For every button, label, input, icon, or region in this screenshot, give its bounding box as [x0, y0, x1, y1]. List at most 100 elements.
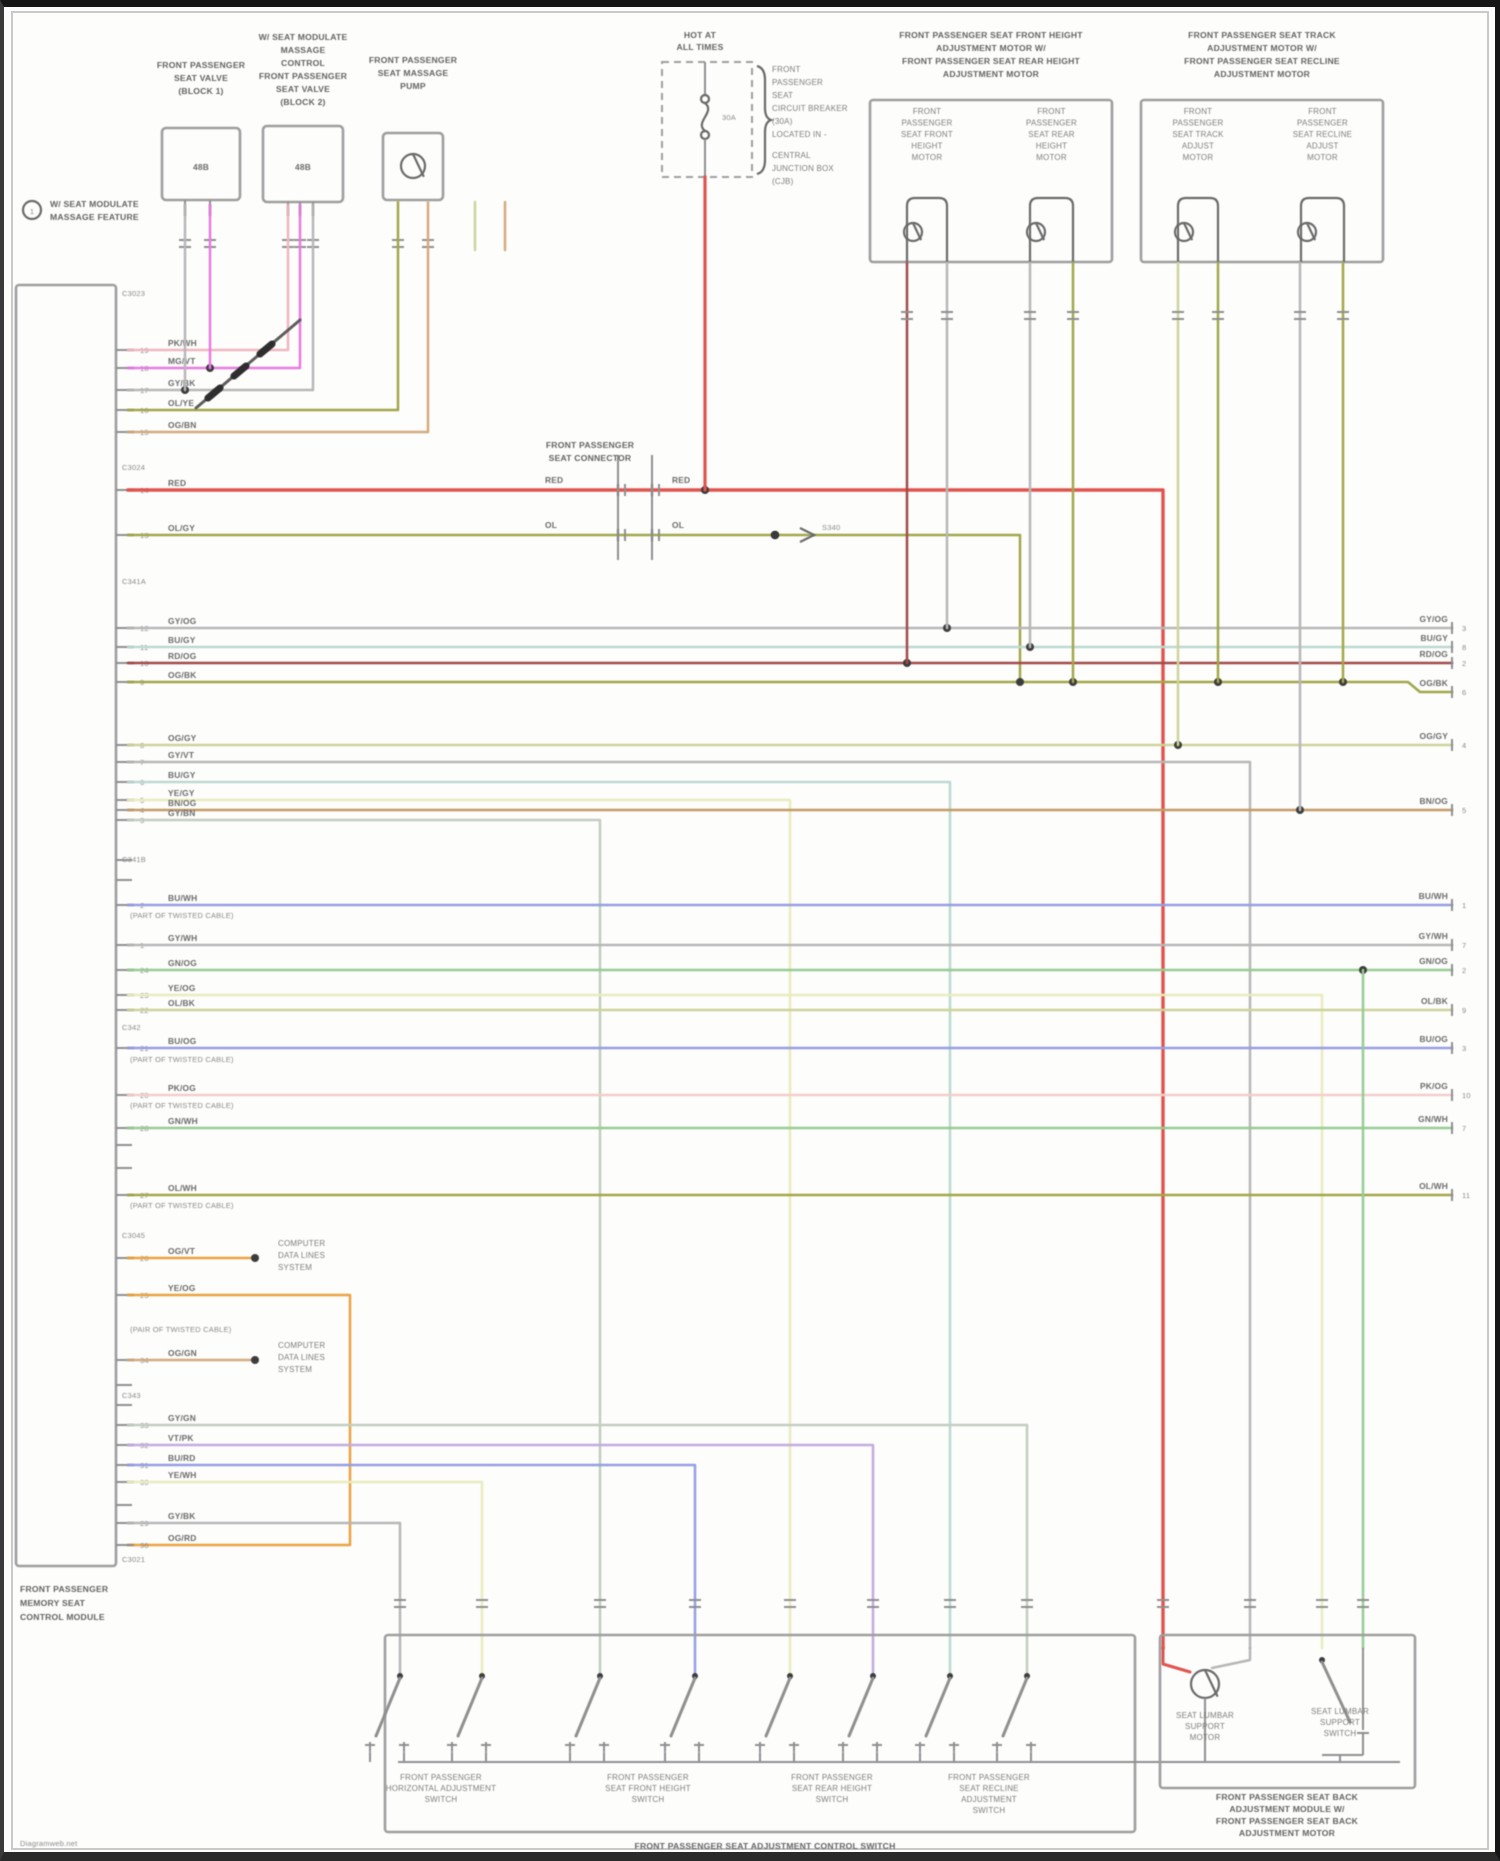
wire-code-label: YE/OG [168, 983, 196, 993]
fuse-terminal [699, 129, 711, 141]
valve-block2-code: 48B [295, 162, 311, 172]
motor-assembly-2-caption: SEAT RECLINE [1293, 130, 1352, 139]
switch-group-label: FRONT PASSENGER [948, 1773, 1030, 1782]
wire-code-label: MG/VT [168, 356, 196, 366]
connector-code: C3045 [122, 1231, 145, 1240]
switch-group-label: FRONT PASSENGER [791, 1773, 873, 1782]
wire-code-label: OG/BK [168, 670, 196, 680]
wire-code-label: BU/WH [168, 893, 197, 903]
wire-code-label: OG/VT [168, 1246, 196, 1256]
switch-group-label: SWITCH [425, 1795, 458, 1804]
connector-code: C3024 [122, 463, 145, 472]
motor-assembly-1-caption: HEIGHT [911, 142, 942, 151]
motor-arm-icon [1183, 222, 1194, 241]
switch-arm [1001, 1676, 1029, 1738]
lumbar-module-label: ADJUSTMENT MODULE W/ [1229, 1804, 1345, 1814]
seat-connector-label: SEAT CONNECTOR [549, 453, 632, 463]
wire-row [126, 1293, 352, 1547]
edge-pin-number: 10 [1462, 1091, 1471, 1100]
switch-group-label: SWITCH [816, 1795, 849, 1804]
inner-frame [11, 11, 1489, 1850]
connector-code: C342 [122, 1023, 141, 1032]
switch-arm [847, 1676, 875, 1738]
note-text: W/ SEAT MODULATE [50, 199, 139, 209]
wire-code-label: GY/BN [168, 808, 196, 818]
edge-pin-number: 9 [1462, 1006, 1466, 1015]
switch-arm [574, 1676, 602, 1738]
watermark: Diagramweb.net [20, 1839, 78, 1848]
edge-wire-code: OG/BK [1420, 678, 1448, 688]
wire-code-label: RED [545, 475, 563, 485]
lumbar-module-box [1158, 1633, 1417, 1790]
wire-code-label: RD/OG [168, 651, 196, 661]
motor-assembly-2-label: ADJUSTMENT MOTOR W/ [1207, 43, 1317, 53]
junction-dot [251, 1254, 259, 1262]
data-lines-label: COMPUTER [278, 1239, 325, 1248]
switch-assembly-title: FRONT PASSENGER SEAT ADJUSTMENT CONTROL … [635, 1841, 896, 1851]
edge-wire-code: BN/OG [1420, 796, 1448, 806]
switch-group-label: SWITCH [973, 1806, 1006, 1815]
wire-code-label: BU/OG [168, 1036, 196, 1046]
edge-wire-code: GN/OG [1419, 956, 1448, 966]
motor-assembly-1-caption: MOTOR [1036, 153, 1067, 162]
switch-group-label: FRONT PASSENGER [607, 1773, 689, 1782]
fuse-rating: 30A [722, 113, 736, 122]
edge-wire-code: GY/WH [1419, 931, 1448, 941]
valve-block2-label: CONTROL [281, 58, 325, 68]
splice-arrow-icon [799, 527, 817, 543]
edge-wire-code: PK/OG [1420, 1081, 1448, 1091]
twist-dash [256, 340, 276, 358]
edge-wire-code: BU/OG [1420, 1034, 1448, 1044]
wire-code-label: GY/BK [168, 378, 196, 388]
junction-dot [1016, 678, 1024, 686]
switch-pivot [597, 1673, 603, 1679]
valve-block1-label: SEAT VALVE [174, 73, 228, 83]
motor-assembly-1-unit [905, 196, 949, 262]
wire-code-label: BU/GY [168, 770, 196, 780]
motor-assembly-1-label: FRONT PASSENGER SEAT FRONT HEIGHT [899, 30, 1083, 40]
circuit-breaker-label: CIRCUIT BREAKER [772, 104, 848, 113]
wire-code-label: VT/PK [168, 1433, 194, 1443]
switch-group-label: SEAT REAR HEIGHT [792, 1784, 872, 1793]
wire-row [126, 1443, 875, 1678]
control-module-label: CONTROL MODULE [20, 1612, 105, 1622]
switch-pivot [397, 1673, 403, 1679]
lumbar-switch-pivot [1319, 1657, 1325, 1663]
wire-code-label: BU/GY [168, 635, 196, 645]
bracket [756, 64, 775, 176]
lumbar-module-label: FRONT PASSENGER SEAT BACK [1216, 1792, 1359, 1802]
wire-code-label: OL/BK [168, 998, 195, 1008]
lumbar-motor-caption: SUPPORT [1185, 1722, 1225, 1731]
edge-pin-number: 3 [1462, 624, 1466, 633]
control-module-box [14, 283, 118, 1568]
wire-code-label: OG/BN [168, 420, 196, 430]
wire-row [126, 780, 952, 1678]
motor-assembly-1-label: ADJUSTMENT MOTOR [943, 69, 1040, 79]
edge-pin-number: 5 [1462, 806, 1466, 815]
twisted-cable-note: (PART OF TWISTED CABLE) [130, 911, 234, 920]
motor-assembly-2-caption: PASSENGER [1297, 119, 1348, 128]
switch-assembly-box [383, 1633, 1137, 1834]
edge-wire-code: BU/WH [1419, 891, 1448, 901]
motor-assembly-2-unit [1176, 196, 1220, 262]
connector-code: C341B [122, 855, 146, 864]
wire-code-label: YE/WH [168, 1470, 196, 1480]
edge-pin-number: 8 [1462, 643, 1466, 652]
valve-block2-label: FRONT PASSENGER [259, 71, 348, 81]
motor-assembly-2-caption: PASSENGER [1173, 119, 1224, 128]
massage-pump-label: SEAT MASSAGE [378, 68, 449, 78]
wire-code-label: OG/RD [168, 1533, 196, 1543]
wire-row [126, 1423, 1029, 1678]
wire-code-label: GY/BK [168, 1511, 196, 1521]
motor-assembly-2-box [1139, 98, 1385, 264]
switch-pivot [947, 1673, 953, 1679]
wire-code-label: RED [168, 478, 186, 488]
valve-block2-label: SEAT VALVE [276, 84, 330, 94]
wire-code-label: BN/OG [168, 798, 196, 808]
junction-dot [771, 531, 779, 539]
wire-code-label: YE/GY [168, 788, 195, 798]
twisted-cable-note: (PART OF TWISTED CABLE) [130, 1055, 234, 1064]
wire-code-label: GY/GN [168, 1413, 196, 1423]
connector-code: C343 [122, 1391, 141, 1400]
